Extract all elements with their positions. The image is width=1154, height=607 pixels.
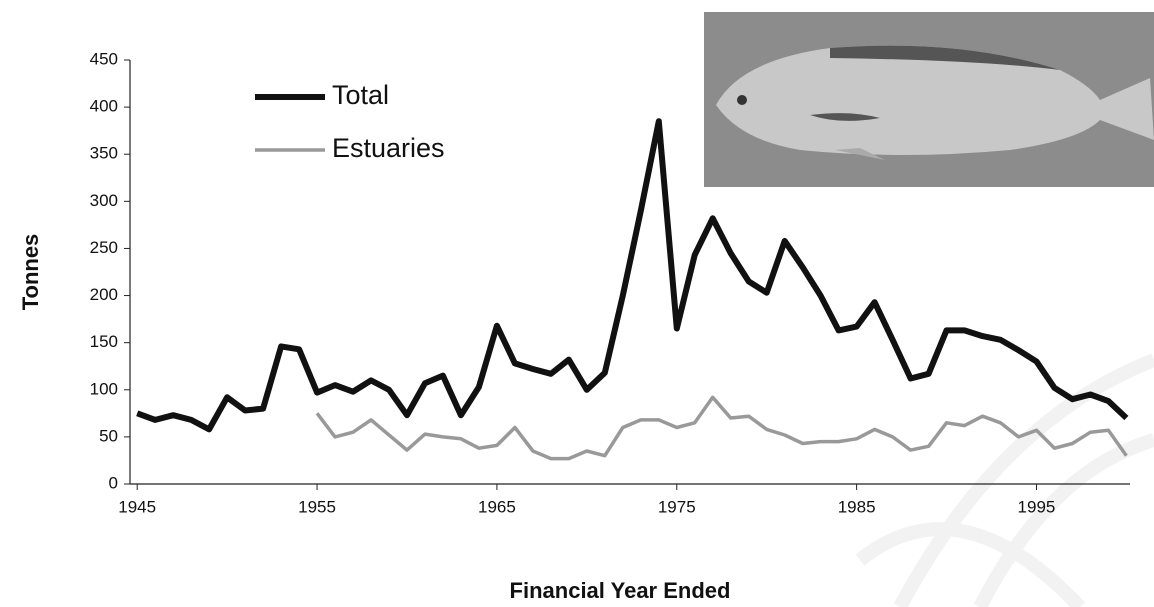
y-tick-label: 200 [90, 285, 118, 304]
series-line [315, 395, 1128, 461]
x-tick-label: 1945 [118, 497, 156, 516]
watermark [855, 353, 1154, 607]
legend-label: Estuaries [332, 133, 445, 163]
y-tick-label: 50 [99, 426, 118, 445]
y-tick-label: 350 [90, 144, 118, 163]
y-tick-label: 300 [90, 191, 118, 210]
y-tick-label: 250 [90, 238, 118, 257]
x-tick-label: 1975 [658, 497, 696, 516]
x-tick-label: 1965 [478, 497, 516, 516]
y-tick-label: 100 [90, 379, 118, 398]
x-tick-label: 1985 [838, 497, 876, 516]
series-line [136, 118, 1129, 433]
y-tick-label: 0 [109, 473, 118, 492]
x-tick-label: 1955 [298, 497, 336, 516]
y-tick-label: 150 [90, 332, 118, 351]
fish-photo [704, 12, 1154, 187]
x-tick-label: 1995 [1018, 497, 1056, 516]
x-axis-label: Financial Year Ended [510, 578, 731, 603]
y-tick-label: 450 [90, 49, 118, 68]
legend-label: Total [332, 80, 389, 110]
y-tick-label: 400 [90, 97, 118, 116]
y-axis-label: Tonnes [18, 234, 43, 311]
